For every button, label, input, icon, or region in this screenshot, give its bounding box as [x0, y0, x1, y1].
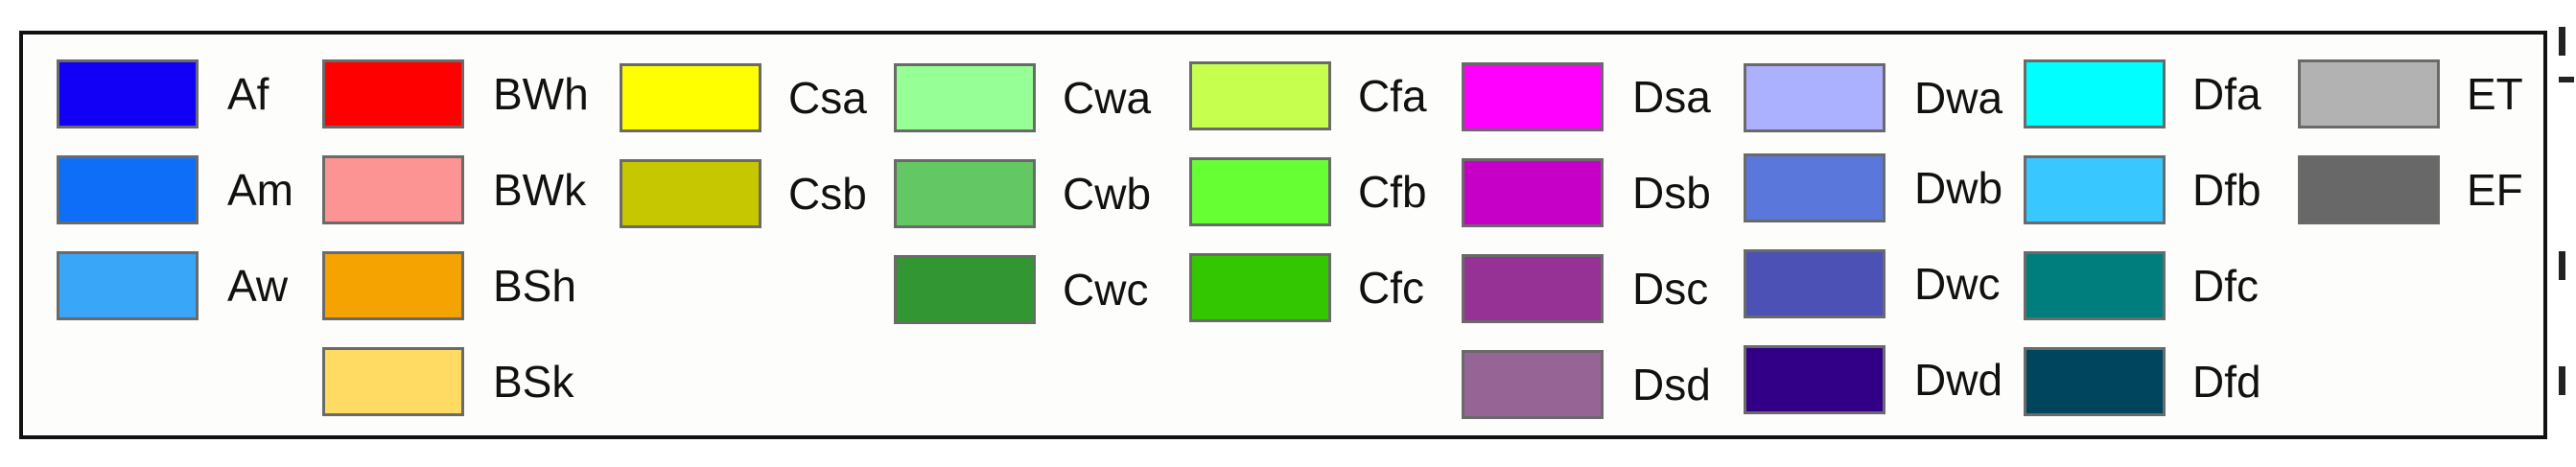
- legend-label-cwb: Cwb: [1063, 169, 1152, 219]
- legend-entry-dsd: Dsd: [1462, 350, 1845, 423]
- legend-entry-bsh: BSh: [322, 251, 706, 324]
- legend-swatch-bwk: [322, 155, 464, 224]
- legend-entry-dfa: Dfa: [2024, 59, 2407, 132]
- legend-swatch-dfb: [2024, 155, 2166, 224]
- legend-label-cwa: Cwa: [1063, 73, 1152, 123]
- legend-label-bsk: BSk: [493, 357, 574, 407]
- legend-entry-csa: Csa: [620, 63, 1003, 136]
- legend-entry-cwa: Cwa: [894, 63, 1277, 136]
- legend-label-ef: EF: [2467, 165, 2523, 215]
- legend-swatch-am: [57, 155, 199, 224]
- legend-entry-et: ET: [2298, 59, 2576, 132]
- legend-entry-cwb: Cwb: [894, 159, 1277, 232]
- legend-swatch-dsb: [1462, 158, 1604, 227]
- legend-label-dwd: Dwd: [1914, 355, 2003, 405]
- legend-label-csa: Csa: [788, 73, 867, 123]
- legend-label-dwc: Dwc: [1914, 259, 2001, 309]
- legend-entry-dwd: Dwd: [1744, 345, 2127, 418]
- legend-entry-af: Af: [57, 59, 440, 132]
- legend-label-dsc: Dsc: [1632, 264, 1709, 314]
- legend-label-cwc: Cwc: [1063, 265, 1149, 315]
- cropped-edge-mark: [2559, 27, 2565, 56]
- legend-label-bsh: BSh: [493, 261, 576, 311]
- legend-swatch-dsc: [1462, 254, 1604, 323]
- legend-swatch-dsd: [1462, 350, 1604, 419]
- legend-swatch-dfa: [2024, 59, 2166, 128]
- legend-label-aw: Aw: [227, 261, 289, 311]
- legend-swatch-cfa: [1189, 61, 1331, 130]
- legend-swatch-cfc: [1189, 253, 1331, 322]
- legend-label-dfb: Dfb: [2192, 165, 2261, 215]
- legend-label-dfc: Dfc: [2192, 261, 2259, 311]
- legend-swatch-dfd: [2024, 347, 2166, 416]
- legend-swatch-dwd: [1744, 345, 1885, 414]
- legend-entry-dfc: Dfc: [2024, 251, 2407, 324]
- legend-label-dsa: Dsa: [1632, 72, 1711, 122]
- legend-label-dfa: Dfa: [2192, 69, 2261, 119]
- legend-entry-cfc: Cfc: [1189, 253, 1573, 326]
- legend-swatch-cfb: [1189, 157, 1331, 226]
- legend-label-et: ET: [2467, 69, 2523, 119]
- climate-legend: Af Am Aw BWh BWk BSh BSk: [19, 31, 2547, 439]
- legend-entry-dsb: Dsb: [1462, 158, 1845, 231]
- legend-swatch-dwa: [1744, 63, 1885, 132]
- legend-swatch-cwb: [894, 159, 1036, 228]
- legend-label-dfd: Dfd: [2192, 357, 2261, 407]
- legend-entry-csb: Csb: [620, 159, 1003, 232]
- cropped-edge-mark: [2559, 366, 2565, 395]
- legend-entry-bsk: BSk: [322, 347, 706, 420]
- legend-entry-bwh: BWh: [322, 59, 706, 132]
- legend-entry-dwb: Dwb: [1744, 153, 2127, 226]
- legend-entry-ef: EF: [2298, 155, 2576, 228]
- legend-label-cfa: Cfa: [1358, 71, 1427, 121]
- legend-label-cfb: Cfb: [1358, 167, 1427, 217]
- legend-swatch-bsh: [322, 251, 464, 320]
- legend-swatch-csb: [620, 159, 761, 228]
- legend-entry-dsc: Dsc: [1462, 254, 1845, 327]
- legend-label-dsb: Dsb: [1632, 168, 1711, 218]
- legend-swatch-ef: [2298, 155, 2440, 224]
- legend-entry-am: Am: [57, 155, 440, 228]
- legend-swatch-dwb: [1744, 153, 1885, 222]
- legend-entry-aw: Aw: [57, 251, 440, 324]
- legend-label-bwh: BWh: [493, 69, 589, 119]
- legend-swatch-aw: [57, 251, 199, 320]
- legend-label-csb: Csb: [788, 169, 867, 219]
- legend-entry-dsa: Dsa: [1462, 62, 1845, 135]
- legend-entry-dwa: Dwa: [1744, 63, 2127, 136]
- legend-label-dwb: Dwb: [1914, 163, 2003, 213]
- legend-entry-dwc: Dwc: [1744, 249, 2127, 322]
- legend-label-af: Af: [227, 69, 269, 119]
- legend-swatch-cwc: [894, 255, 1036, 324]
- legend-label-bwk: BWk: [493, 165, 587, 215]
- legend-entry-bwk: BWk: [322, 155, 706, 228]
- cropped-edge-mark: [2559, 251, 2565, 280]
- legend-swatch-bwh: [322, 59, 464, 128]
- legend-label-dwa: Dwa: [1914, 73, 2003, 123]
- legend-entry-cwc: Cwc: [894, 255, 1277, 328]
- legend-swatch-dwc: [1744, 249, 1885, 318]
- legend-entry-cfb: Cfb: [1189, 157, 1573, 230]
- legend-entry-cfa: Cfa: [1189, 61, 1573, 134]
- legend-swatch-et: [2298, 59, 2440, 128]
- legend-swatch-dfc: [2024, 251, 2166, 320]
- legend-entry-dfb: Dfb: [2024, 155, 2407, 228]
- legend-entry-dfd: Dfd: [2024, 347, 2407, 420]
- legend-swatch-dsa: [1462, 62, 1604, 131]
- legend-label-cfc: Cfc: [1358, 263, 1424, 313]
- legend-swatch-bsk: [322, 347, 464, 416]
- cropped-edge-mark: [2559, 77, 2574, 82]
- legend-swatch-csa: [620, 63, 761, 132]
- legend-swatch-cwa: [894, 63, 1036, 132]
- legend-swatch-af: [57, 59, 199, 128]
- legend-label-am: Am: [227, 165, 293, 215]
- legend-label-dsd: Dsd: [1632, 360, 1711, 409]
